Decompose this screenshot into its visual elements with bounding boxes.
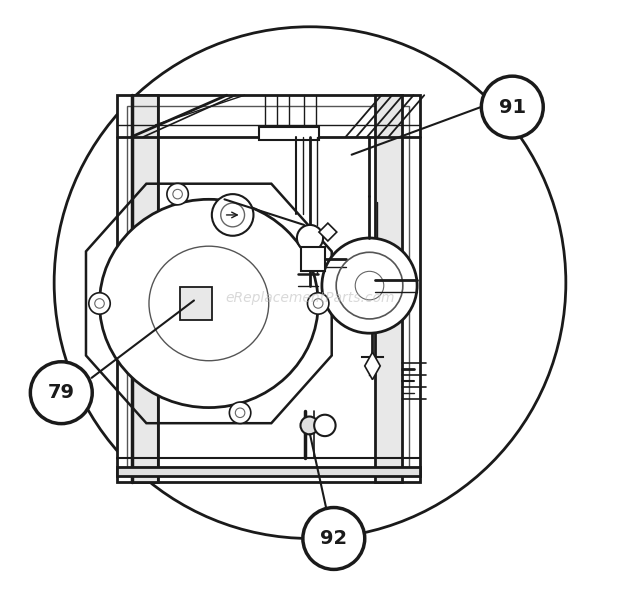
Bar <box>259 127 319 140</box>
Bar <box>117 467 420 476</box>
Ellipse shape <box>100 199 318 408</box>
Polygon shape <box>365 352 380 380</box>
Circle shape <box>301 416 318 434</box>
Bar <box>131 95 158 482</box>
Circle shape <box>297 225 323 251</box>
Text: 79: 79 <box>48 383 75 402</box>
Circle shape <box>54 27 566 538</box>
Bar <box>117 95 420 482</box>
Text: 92: 92 <box>321 529 347 548</box>
Circle shape <box>229 402 251 424</box>
Circle shape <box>322 238 417 333</box>
Bar <box>131 95 158 482</box>
Bar <box>301 247 325 271</box>
Circle shape <box>314 415 335 436</box>
Polygon shape <box>319 223 337 241</box>
Bar <box>180 287 213 320</box>
Circle shape <box>30 362 92 424</box>
Circle shape <box>308 293 329 314</box>
Text: eReplacementParts.com: eReplacementParts.com <box>225 290 395 305</box>
Circle shape <box>481 76 543 138</box>
Bar <box>376 95 402 482</box>
Circle shape <box>167 183 188 205</box>
Circle shape <box>303 508 365 569</box>
Bar <box>127 106 409 471</box>
Text: 91: 91 <box>498 98 526 117</box>
Circle shape <box>212 194 254 236</box>
Circle shape <box>89 293 110 314</box>
